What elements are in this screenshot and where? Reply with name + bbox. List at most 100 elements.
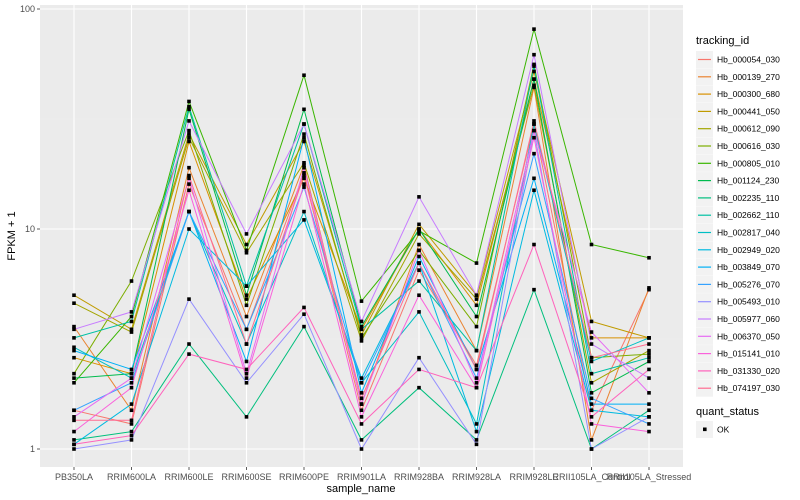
data-point — [589, 447, 594, 451]
data-point — [187, 176, 191, 181]
y-axis: 1 10 100 — [20, 4, 40, 454]
data-point — [532, 27, 536, 31]
data-point — [647, 408, 651, 413]
data-point — [589, 415, 594, 419]
data-point — [647, 402, 651, 406]
data-point — [589, 359, 594, 364]
data-point — [244, 367, 249, 372]
data-point — [359, 408, 364, 413]
legend-label: Hb_002817_040 — [717, 228, 780, 238]
data-point — [187, 297, 191, 301]
data-point — [129, 376, 134, 380]
data-point — [187, 209, 191, 214]
data-point — [359, 333, 364, 337]
data-point — [302, 185, 306, 189]
data-point — [187, 173, 191, 178]
legend-label: Hb_015141_010 — [717, 349, 780, 359]
data-point — [129, 433, 134, 438]
data-point — [532, 64, 536, 68]
data-point — [359, 415, 364, 419]
legend-label: Hb_005977_060 — [717, 314, 780, 324]
x-tick-label: RRIM928LA — [452, 472, 501, 482]
data-point — [187, 188, 191, 193]
legend-label: Hb_000805_010 — [717, 158, 780, 168]
data-point — [244, 242, 249, 247]
data-point — [129, 319, 134, 324]
legend: tracking_id Hb_000054_030 Hb_000139_270 Hb_… — [696, 35, 780, 438]
data-point — [302, 165, 306, 170]
data-point — [129, 408, 134, 413]
data-point — [129, 310, 134, 314]
data-point — [187, 352, 191, 356]
data-point — [302, 182, 306, 186]
data-point — [474, 348, 479, 353]
data-point — [417, 293, 421, 298]
data-point — [129, 385, 134, 390]
data-point — [72, 301, 76, 305]
data-point — [302, 173, 306, 178]
data-point — [647, 255, 651, 260]
data-point — [359, 319, 364, 324]
data-point — [417, 242, 421, 247]
data-point — [532, 122, 536, 126]
data-point — [532, 287, 536, 292]
data-point — [474, 303, 479, 308]
data-point — [302, 160, 306, 165]
data-point — [417, 232, 421, 236]
data-point — [647, 336, 651, 340]
data-point — [302, 312, 306, 316]
data-point — [244, 250, 249, 255]
data-point — [129, 314, 134, 319]
x-tick-label: RRIM600PE — [279, 472, 329, 482]
data-point — [72, 438, 76, 442]
data-point — [474, 438, 479, 442]
data-point — [589, 408, 594, 413]
x-axis-title: sample_name — [326, 483, 395, 495]
data-point — [474, 376, 479, 380]
legend-label: Hb_074197_030 — [717, 383, 780, 393]
data-point — [417, 355, 421, 360]
data-point — [589, 342, 594, 346]
data-point — [474, 293, 479, 298]
data-point — [72, 429, 76, 434]
data-point — [72, 447, 76, 451]
data-point — [359, 447, 364, 451]
data-point — [129, 438, 134, 442]
data-point — [187, 182, 191, 186]
data-point — [589, 319, 594, 324]
legend-label: Hb_000612_090 — [717, 124, 780, 134]
data-point — [129, 418, 134, 423]
x-tick-label: RRII105LA_Stressed — [607, 472, 692, 482]
data-point — [72, 293, 76, 298]
data-point — [474, 380, 479, 385]
data-point — [72, 442, 76, 447]
data-point — [359, 324, 364, 329]
data-point — [244, 284, 249, 288]
data-point — [187, 227, 191, 231]
data-point — [72, 380, 76, 385]
y-tick-label: 1 — [30, 444, 35, 454]
data-point — [72, 355, 76, 360]
data-point — [187, 139, 191, 144]
data-point — [647, 342, 651, 346]
data-point — [474, 429, 479, 434]
legend-label: Hb_005276_070 — [717, 279, 780, 289]
data-point — [359, 327, 364, 332]
data-point — [187, 132, 191, 136]
data-point — [417, 195, 421, 199]
data-point — [187, 342, 191, 346]
data-point — [417, 261, 421, 265]
data-point — [302, 176, 306, 181]
legend-label: Hb_002662_110 — [717, 210, 780, 220]
legend-key-point — [703, 427, 707, 432]
data-point — [589, 380, 594, 385]
data-point — [417, 310, 421, 314]
data-point — [359, 391, 364, 395]
data-point — [417, 222, 421, 227]
data-point — [129, 371, 134, 376]
legend-label: Hb_000441_050 — [717, 106, 780, 116]
data-point — [129, 380, 134, 385]
data-point — [417, 367, 421, 372]
legend-label: Hb_005493_010 — [717, 297, 780, 307]
data-point — [72, 327, 76, 332]
